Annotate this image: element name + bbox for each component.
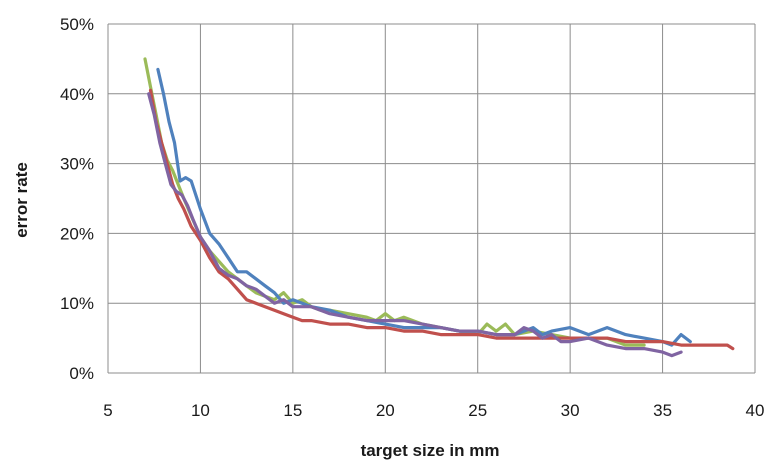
x-tick-label: 35 — [653, 401, 672, 420]
y-tick-label: 10% — [60, 294, 94, 313]
series-line-1 — [143, 57, 646, 347]
x-tick-label: 10 — [191, 401, 210, 420]
x-axis-title: target size in mm — [361, 441, 500, 460]
y-axis-title: error rate — [12, 162, 31, 238]
y-tick-label: 20% — [60, 224, 94, 243]
series-line-3 — [148, 88, 735, 351]
x-tick-label: 5 — [103, 401, 112, 420]
y-tick-label: 40% — [60, 85, 94, 104]
x-tick-label: 15 — [283, 401, 302, 420]
y-tick-label: 50% — [60, 15, 94, 34]
x-tick-labels: 5 10 15 20 25 30 35 40 — [103, 401, 764, 420]
y-tick-labels: 0% 10% 20% 30% 40% 50% — [60, 15, 94, 383]
y-tick-label: 30% — [60, 155, 94, 174]
x-tick-label: 25 — [468, 401, 487, 420]
series-line-4 — [147, 92, 683, 358]
series-lines — [143, 57, 735, 358]
x-tick-label: 40 — [746, 401, 765, 420]
x-tick-label: 20 — [376, 401, 395, 420]
y-tick-label: 0% — [69, 364, 94, 383]
x-tick-label: 30 — [561, 401, 580, 420]
gridlines — [107, 23, 756, 374]
series-line-2 — [156, 67, 692, 347]
